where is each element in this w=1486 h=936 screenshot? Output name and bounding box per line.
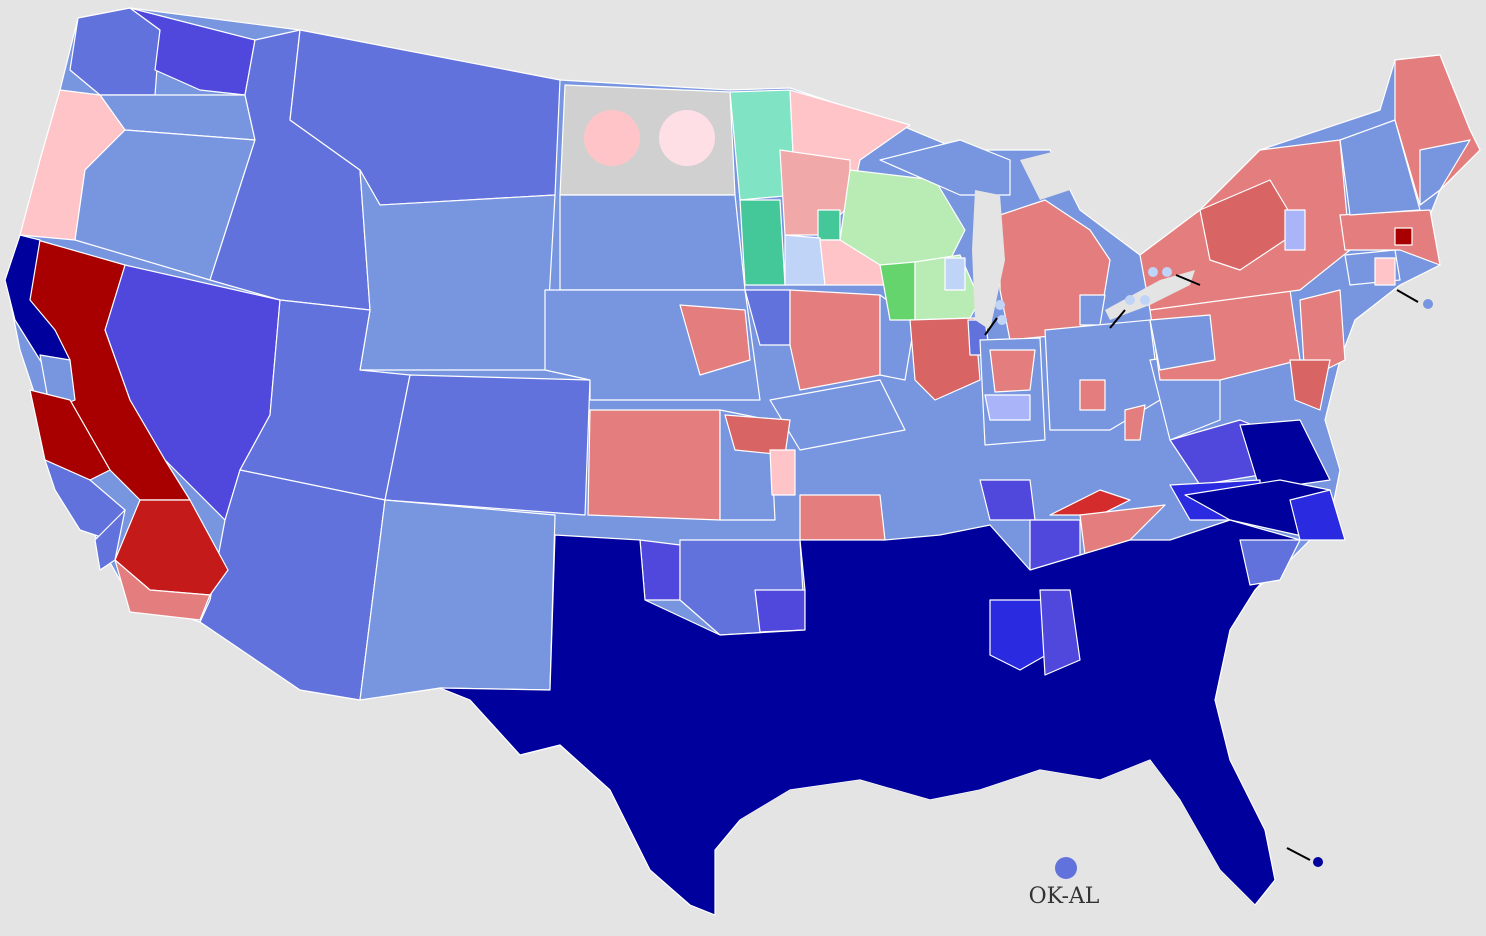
- region-rhode-island: [1374, 257, 1396, 286]
- region-california-sd: [114, 559, 211, 621]
- leader-chicago: [984, 317, 998, 336]
- region-virginia-tidewater: [1239, 419, 1331, 491]
- region-michigan-detroit: [1079, 294, 1106, 326]
- region-minnesota-west-lower: [739, 199, 786, 286]
- leader-florida: [1286, 847, 1311, 861]
- marker-buffalo-2: [1162, 267, 1172, 277]
- region-arkansas-north: [799, 494, 886, 541]
- marker-chicago-1: [995, 300, 1005, 310]
- region-pennsylvania-west: [1149, 314, 1216, 371]
- region-nebraska-east: [679, 304, 751, 376]
- region-indiana-lilac: [984, 394, 1031, 421]
- region-oklahoma-sw: [754, 589, 806, 633]
- region-ohio-red: [1079, 379, 1106, 411]
- region-new-mexico: [359, 499, 556, 701]
- region-colorado: [384, 374, 591, 516]
- nd-marker-1: [584, 110, 640, 166]
- region-missouri-mid: [769, 449, 796, 496]
- region-minnesota-metro: [817, 209, 841, 241]
- region-ohio-red-2: [1124, 404, 1146, 441]
- marker-cleveland-1: [1125, 295, 1135, 305]
- region-oregon-east: [74, 129, 256, 281]
- lake-michigan: [972, 190, 1005, 330]
- region-kentucky-west: [979, 479, 1036, 521]
- region-michigan-up: [879, 139, 1011, 196]
- region-illinois-north: [909, 317, 981, 401]
- leader-cleveland: [1109, 309, 1126, 329]
- region-indiana-red: [989, 349, 1036, 393]
- lake-erie: [1105, 270, 1195, 320]
- ok-al-marker: [1055, 857, 1077, 879]
- region-new-york-central: [1199, 179, 1301, 271]
- region-minnesota-sw: [784, 234, 826, 286]
- region-iowa-central: [789, 289, 881, 391]
- region-wisconsin-milwaukee: [944, 257, 966, 291]
- region-kansas: [587, 409, 721, 521]
- region-missouri-kc: [724, 414, 791, 456]
- nd-marker-2: [659, 110, 715, 166]
- region-maine: [1394, 54, 1481, 206]
- leader-boston: [1396, 289, 1419, 303]
- region-new-york-lilac: [1284, 209, 1306, 251]
- region-california-central: [29, 389, 111, 481]
- region-washington-west: [69, 7, 161, 96]
- region-delaware-md: [1289, 359, 1331, 411]
- gulf-coast-water: [700, 760, 1255, 936]
- region-south-dakota: [559, 194, 746, 291]
- region-california-la: [94, 509, 126, 571]
- leader-buffalo: [1175, 274, 1201, 286]
- region-missouri-north: [769, 379, 906, 451]
- region-sc-upstate: [1239, 539, 1301, 586]
- region-alabama-east: [1039, 589, 1081, 676]
- region-new-jersey: [1299, 289, 1346, 381]
- ok-al-label: OK-AL: [1029, 884, 1100, 909]
- region-vermont-nh: [1339, 119, 1421, 216]
- marker-chicago-2: [997, 315, 1007, 325]
- marker-boston: [1423, 299, 1433, 309]
- region-nc-coast: [1289, 489, 1346, 541]
- marker-buffalo-1: [1148, 267, 1158, 277]
- region-boston: [1394, 227, 1413, 246]
- region-deep-south: [439, 519, 1301, 916]
- region-maine-coast: [1419, 139, 1471, 206]
- lake-huron: [1020, 150, 1070, 200]
- region-arizona: [199, 469, 386, 701]
- region-oklahoma-west: [639, 539, 681, 601]
- marker-cleveland-2: [1140, 295, 1150, 305]
- marker-florida: [1313, 857, 1323, 867]
